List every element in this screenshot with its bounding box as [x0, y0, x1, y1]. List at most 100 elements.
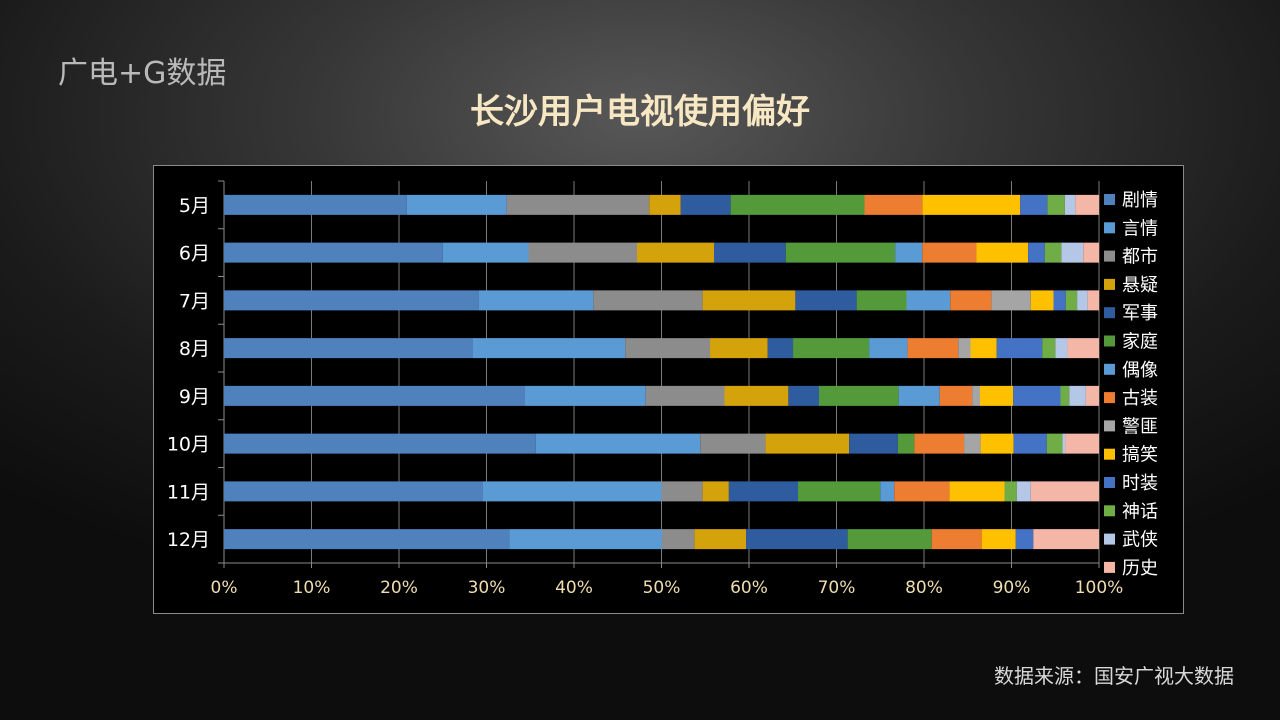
bar-segment	[964, 433, 981, 454]
legend-label: 搞笑	[1122, 445, 1158, 466]
legend-swatch	[1104, 477, 1115, 488]
bar-segment	[506, 194, 650, 215]
bar-segment	[224, 338, 473, 359]
bar-segment	[224, 194, 407, 215]
bar-segment	[906, 290, 951, 311]
bar-segment	[702, 481, 729, 502]
x-tick-label: 80%	[905, 578, 943, 598]
legend-swatch	[1104, 505, 1115, 517]
x-tick-label: 50%	[643, 578, 681, 598]
bar-segment	[637, 242, 714, 263]
legend-swatch	[1104, 335, 1115, 347]
bar-segment	[931, 529, 982, 550]
bar-segment	[700, 433, 766, 454]
bar-segment	[1087, 290, 1099, 311]
bar-segment	[922, 242, 977, 263]
bar-segment	[1015, 529, 1034, 550]
bar-segment	[996, 338, 1043, 359]
bar-segment	[907, 338, 959, 359]
legend-label: 警匪	[1122, 416, 1158, 437]
bar-segment	[680, 194, 731, 215]
bar-segment	[661, 529, 695, 550]
bar-segment	[767, 338, 794, 359]
bar-segment	[922, 194, 1021, 215]
bar-segment	[976, 242, 1029, 263]
bar-segment	[1047, 194, 1065, 215]
y-category-label: 7月	[179, 290, 210, 312]
y-category-label: 5月	[179, 195, 210, 217]
bar-segment	[958, 338, 971, 359]
bar-segment	[981, 529, 1016, 550]
legend-swatch	[1104, 250, 1115, 262]
bar-segment	[661, 481, 703, 502]
legend-label: 古装	[1122, 388, 1158, 409]
x-tick-label: 90%	[993, 578, 1031, 598]
legend-swatch	[1104, 533, 1115, 545]
x-tick-label: 60%	[730, 578, 768, 598]
bar-segment	[949, 481, 1005, 502]
bar-segment	[869, 338, 908, 359]
bar-segment	[224, 290, 479, 311]
bar-segment	[649, 194, 681, 215]
bar-segment	[1033, 529, 1099, 550]
bar-segment	[894, 481, 950, 502]
legend-swatch	[1104, 363, 1115, 375]
legend-swatch	[1104, 420, 1115, 432]
legend-label: 家庭	[1122, 332, 1158, 353]
bar-segment	[980, 433, 1014, 454]
bar-segment	[1075, 194, 1099, 215]
bar-segment	[939, 385, 973, 406]
bar-segment	[856, 290, 907, 311]
bar-segment	[898, 385, 940, 406]
bar-segment	[1077, 290, 1088, 311]
bar-segment	[224, 529, 510, 550]
bar-segment	[528, 242, 637, 263]
legend-swatch	[1104, 278, 1115, 290]
bar-segment	[950, 290, 992, 311]
bar-segment	[714, 242, 786, 263]
bar-segment	[509, 529, 662, 550]
bar-segment	[765, 433, 850, 454]
bar-segment	[897, 433, 915, 454]
legend-swatch	[1104, 561, 1115, 573]
bar-segment	[694, 529, 747, 550]
bar-segment	[1028, 242, 1045, 263]
bar-segment	[793, 338, 870, 359]
bar-segment	[1053, 290, 1066, 311]
bar-segment	[1044, 242, 1062, 263]
bar-segment	[593, 290, 703, 311]
bar-segment	[972, 385, 980, 406]
bar-segment	[525, 385, 646, 406]
bar-segment	[535, 433, 701, 454]
bar-segment	[1042, 338, 1056, 359]
y-category-label: 11月	[167, 481, 210, 503]
bar-segment	[849, 433, 898, 454]
x-tick-label: 40%	[555, 578, 593, 598]
bar-segment	[1046, 433, 1063, 454]
bar-segment	[1069, 385, 1086, 406]
legend-swatch	[1104, 194, 1115, 205]
legend-label: 都市	[1122, 247, 1158, 268]
bar-segment	[1061, 242, 1084, 263]
y-category-label: 8月	[179, 338, 210, 360]
bar-segment	[224, 433, 536, 454]
bar-segment	[710, 338, 768, 359]
chart-container: 0% 10% 20% 30% 40% 50% 60% 70% 80% 90% 100% 5月 6月 7月 8…	[153, 165, 1184, 614]
bar-segment	[864, 194, 923, 215]
bar-segment	[625, 338, 711, 359]
legend-swatch	[1104, 448, 1115, 460]
bar-segment	[914, 433, 965, 454]
bar-segment	[478, 290, 594, 311]
bar-segment	[224, 385, 525, 406]
brand-logo-text: 广电+G数据	[58, 56, 227, 91]
bar-segment	[702, 290, 796, 311]
page-title: 长沙用户电视使用偏好	[470, 92, 810, 132]
bar-segment	[991, 290, 1031, 311]
bar-segment	[1013, 433, 1047, 454]
bar-segment	[785, 242, 896, 263]
legend-label: 偶像	[1122, 360, 1158, 381]
y-category-label: 10月	[167, 434, 210, 456]
bar-segment	[645, 385, 725, 406]
bar-segment	[798, 481, 881, 502]
bar-segment	[1062, 433, 1066, 454]
